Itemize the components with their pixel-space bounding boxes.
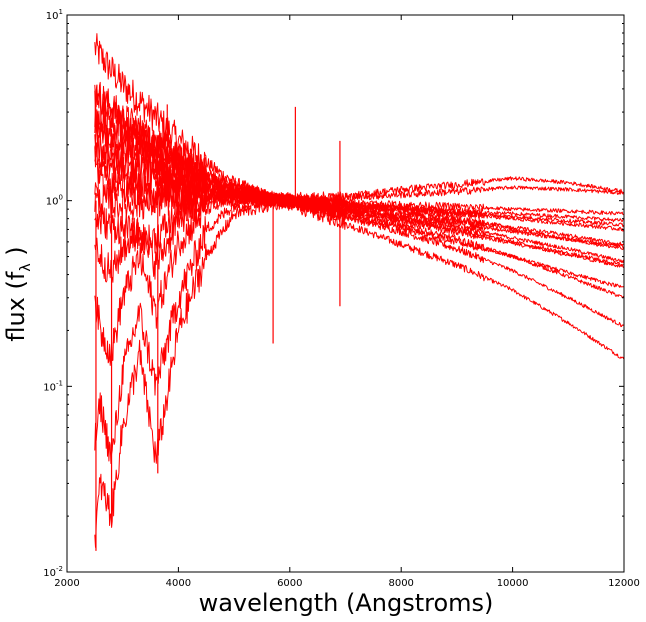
y-tick-label-0: 10-2 — [43, 565, 63, 579]
y-tick-label-1: 10-1 — [43, 379, 63, 393]
y-tick-label-3: 101 — [46, 8, 63, 22]
x-tick-label-4: 10000 — [497, 578, 529, 589]
y-axis-label-close: ) — [2, 246, 30, 263]
spectrum-line-6 — [94, 176, 624, 222]
x-tick-label-1: 4000 — [166, 578, 191, 589]
spectrum-line-11 — [94, 186, 624, 258]
y-axis-label: flux (fλ ) — [2, 246, 34, 341]
x-tick-label-3: 8000 — [388, 578, 413, 589]
plot-frame — [66, 14, 625, 573]
spectrum-line-0 — [94, 33, 624, 360]
spectrum-line-10 — [94, 194, 624, 548]
y-axis-ticks: 10-2 10-1 100 101 — [43, 8, 624, 579]
spectrum-line-13 — [94, 142, 624, 249]
y-axis-label-subscript: λ — [18, 263, 34, 271]
svg-text:flux (fλ ): flux (fλ ) — [2, 246, 34, 341]
plot-area — [94, 33, 624, 551]
y-tick-label-2: 100 — [46, 194, 63, 208]
x-tick-label-2: 6000 — [277, 578, 302, 589]
y-axis-label-main: flux (f — [2, 271, 30, 342]
x-tick-label-0: 2000 — [54, 578, 79, 589]
x-tick-label-5: 12000 — [608, 578, 640, 589]
x-axis-label: wavelength (Angstroms) — [199, 589, 494, 617]
spectrum-line-15 — [94, 101, 624, 288]
